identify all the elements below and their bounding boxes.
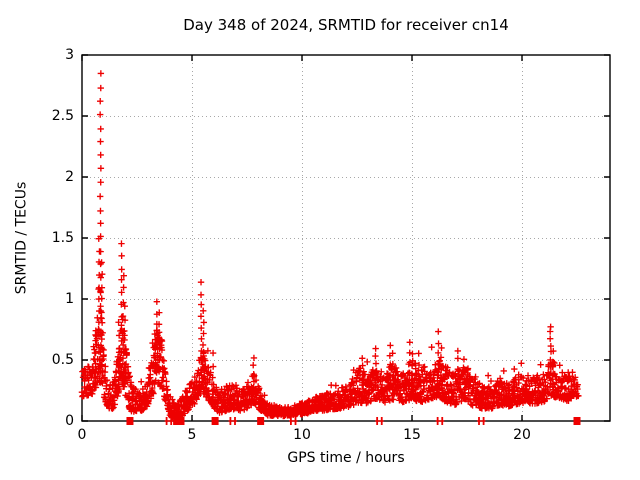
y-tick-label: 1: [65, 291, 74, 307]
y-tick-label: 2: [65, 169, 74, 185]
y-tick-label: 0.5: [51, 352, 74, 368]
y-tick-label: 1.5: [51, 230, 74, 246]
chart-title: Day 348 of 2024, SRMTID for receiver cn1…: [183, 16, 509, 34]
y-tick-label: 3: [65, 47, 74, 63]
x-tick-label: 20: [513, 427, 531, 443]
x-tick-label: 5: [187, 427, 197, 443]
y-tick-label: 0: [65, 413, 74, 429]
x-tick-label: 15: [403, 427, 421, 443]
x-tick-label: 0: [77, 427, 87, 443]
x-tick-label: 10: [293, 427, 311, 443]
y-tick-label: 2.5: [51, 108, 74, 124]
x-axis-label: GPS time / hours: [287, 450, 405, 466]
